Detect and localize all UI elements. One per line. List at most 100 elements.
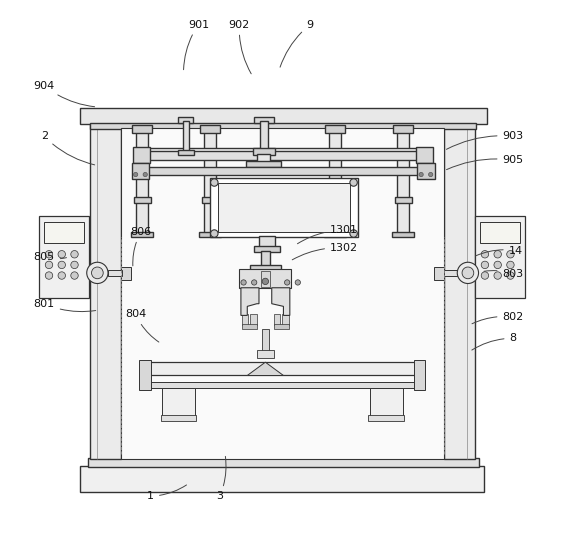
Bar xyxy=(240,269,291,288)
Text: 804: 804 xyxy=(125,309,159,342)
Bar xyxy=(135,148,432,151)
Text: 14: 14 xyxy=(476,246,523,256)
Bar xyxy=(90,123,476,130)
Bar xyxy=(262,329,269,352)
Bar xyxy=(242,324,257,329)
Polygon shape xyxy=(272,288,290,316)
Bar xyxy=(108,270,122,276)
Circle shape xyxy=(419,172,423,176)
Bar xyxy=(254,117,274,123)
Bar xyxy=(492,270,503,274)
Circle shape xyxy=(481,261,489,269)
Text: 902: 902 xyxy=(229,20,251,74)
Circle shape xyxy=(71,272,78,279)
Circle shape xyxy=(92,267,103,279)
Bar xyxy=(482,270,493,276)
Text: 9: 9 xyxy=(280,20,314,67)
Text: 1302: 1302 xyxy=(292,243,358,260)
Text: 1301: 1301 xyxy=(298,225,358,244)
Circle shape xyxy=(251,280,257,285)
Circle shape xyxy=(241,280,246,285)
Bar xyxy=(246,161,281,166)
Bar xyxy=(369,388,402,416)
Polygon shape xyxy=(248,362,283,375)
Circle shape xyxy=(494,261,501,269)
Bar xyxy=(131,232,153,237)
Bar xyxy=(204,131,216,235)
Circle shape xyxy=(481,272,489,279)
Bar xyxy=(121,266,131,280)
Text: 901: 901 xyxy=(184,20,209,70)
Bar xyxy=(183,122,189,151)
Circle shape xyxy=(507,251,514,258)
Bar xyxy=(136,131,148,235)
Text: 8: 8 xyxy=(472,333,517,350)
Text: 801: 801 xyxy=(34,298,96,312)
Bar xyxy=(200,125,220,133)
Text: 3: 3 xyxy=(216,456,226,501)
Bar xyxy=(261,251,270,266)
Bar xyxy=(178,150,194,155)
Text: 2: 2 xyxy=(40,131,94,165)
Circle shape xyxy=(350,179,357,186)
Bar xyxy=(62,270,73,274)
Bar xyxy=(80,466,484,492)
Bar xyxy=(282,314,288,325)
Circle shape xyxy=(507,272,514,279)
Circle shape xyxy=(71,251,78,258)
Bar xyxy=(414,360,426,390)
Bar xyxy=(325,125,345,133)
Bar xyxy=(417,147,434,163)
Bar xyxy=(139,360,151,390)
Polygon shape xyxy=(241,288,259,316)
Bar xyxy=(83,269,92,277)
Circle shape xyxy=(211,179,218,186)
Circle shape xyxy=(46,251,53,258)
Bar xyxy=(253,149,275,155)
Bar xyxy=(218,183,350,232)
Bar xyxy=(72,270,84,276)
Bar xyxy=(434,266,444,280)
Circle shape xyxy=(428,172,433,176)
Circle shape xyxy=(457,262,479,284)
Bar xyxy=(250,314,257,325)
Bar xyxy=(444,270,458,276)
Circle shape xyxy=(58,272,65,279)
Circle shape xyxy=(481,251,489,258)
Bar xyxy=(444,124,475,459)
Bar xyxy=(142,382,424,387)
Bar xyxy=(324,232,346,237)
Bar xyxy=(397,131,409,235)
Bar xyxy=(133,147,150,163)
Circle shape xyxy=(494,251,501,258)
Circle shape xyxy=(86,262,108,284)
Bar xyxy=(135,150,432,160)
Circle shape xyxy=(71,261,78,269)
Bar xyxy=(210,177,358,237)
Text: 802: 802 xyxy=(472,312,523,324)
Bar xyxy=(274,324,288,329)
Bar xyxy=(475,216,525,298)
Text: 803: 803 xyxy=(484,270,523,279)
Bar xyxy=(201,197,218,203)
Circle shape xyxy=(295,280,300,285)
Bar xyxy=(259,122,268,151)
Bar xyxy=(274,314,281,325)
Bar xyxy=(261,271,270,287)
Bar xyxy=(199,232,221,237)
Bar xyxy=(257,155,270,163)
Bar xyxy=(327,197,344,203)
Text: 905: 905 xyxy=(447,155,523,169)
Bar xyxy=(369,415,403,421)
Bar xyxy=(394,197,411,203)
Bar xyxy=(257,350,274,358)
Bar xyxy=(259,236,275,248)
Bar xyxy=(44,222,84,243)
Bar xyxy=(178,117,193,123)
Bar xyxy=(90,124,121,459)
Circle shape xyxy=(46,261,53,269)
Circle shape xyxy=(58,251,65,258)
Bar xyxy=(142,362,424,375)
Bar xyxy=(135,166,434,175)
Text: 903: 903 xyxy=(447,131,523,149)
